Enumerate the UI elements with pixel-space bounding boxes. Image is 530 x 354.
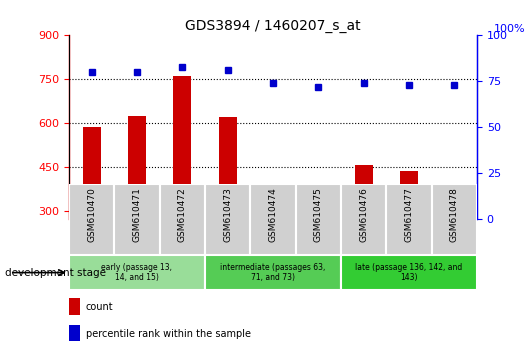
Text: GSM610476: GSM610476 (359, 188, 368, 242)
Text: GSM610477: GSM610477 (404, 188, 413, 242)
Bar (69, 184, 114, 255)
Text: GSM610478: GSM610478 (450, 188, 459, 242)
Text: GSM610471: GSM610471 (132, 188, 142, 242)
Bar (296, 184, 341, 255)
Bar (386, 184, 431, 255)
Text: GSM610470: GSM610470 (87, 188, 96, 242)
Bar (114, 184, 160, 255)
Text: count: count (86, 302, 113, 312)
Text: late (passage 136, 142, and
143): late (passage 136, 142, and 143) (355, 263, 463, 282)
Title: GDS3894 / 1460207_s_at: GDS3894 / 1460207_s_at (185, 19, 361, 33)
Bar (205, 184, 250, 255)
Bar (309, 206, 328, 298)
Bar (69, 255, 205, 290)
Bar (69, 298, 80, 315)
Bar (160, 184, 205, 255)
Bar (173, 76, 191, 298)
Bar (400, 171, 418, 298)
Y-axis label: 100%: 100% (494, 24, 525, 34)
Text: GSM610472: GSM610472 (178, 188, 187, 242)
Bar (431, 184, 477, 255)
Bar (218, 116, 237, 298)
Bar (205, 255, 341, 290)
Text: development stage: development stage (5, 268, 107, 278)
Text: GSM610474: GSM610474 (269, 188, 277, 242)
Bar (83, 127, 101, 298)
Text: intermediate (passages 63,
71, and 73): intermediate (passages 63, 71, and 73) (220, 263, 325, 282)
Bar (341, 184, 386, 255)
Bar (341, 255, 477, 290)
Text: GSM610475: GSM610475 (314, 188, 323, 242)
Text: early (passage 13,
14, and 15): early (passage 13, 14, and 15) (101, 263, 172, 282)
Bar (445, 196, 463, 298)
Bar (355, 165, 373, 298)
Text: percentile rank within the sample: percentile rank within the sample (86, 329, 251, 339)
Text: GSM610473: GSM610473 (223, 188, 232, 242)
Bar (69, 325, 80, 341)
Bar (264, 184, 282, 298)
Bar (250, 184, 296, 255)
Bar (128, 116, 146, 298)
